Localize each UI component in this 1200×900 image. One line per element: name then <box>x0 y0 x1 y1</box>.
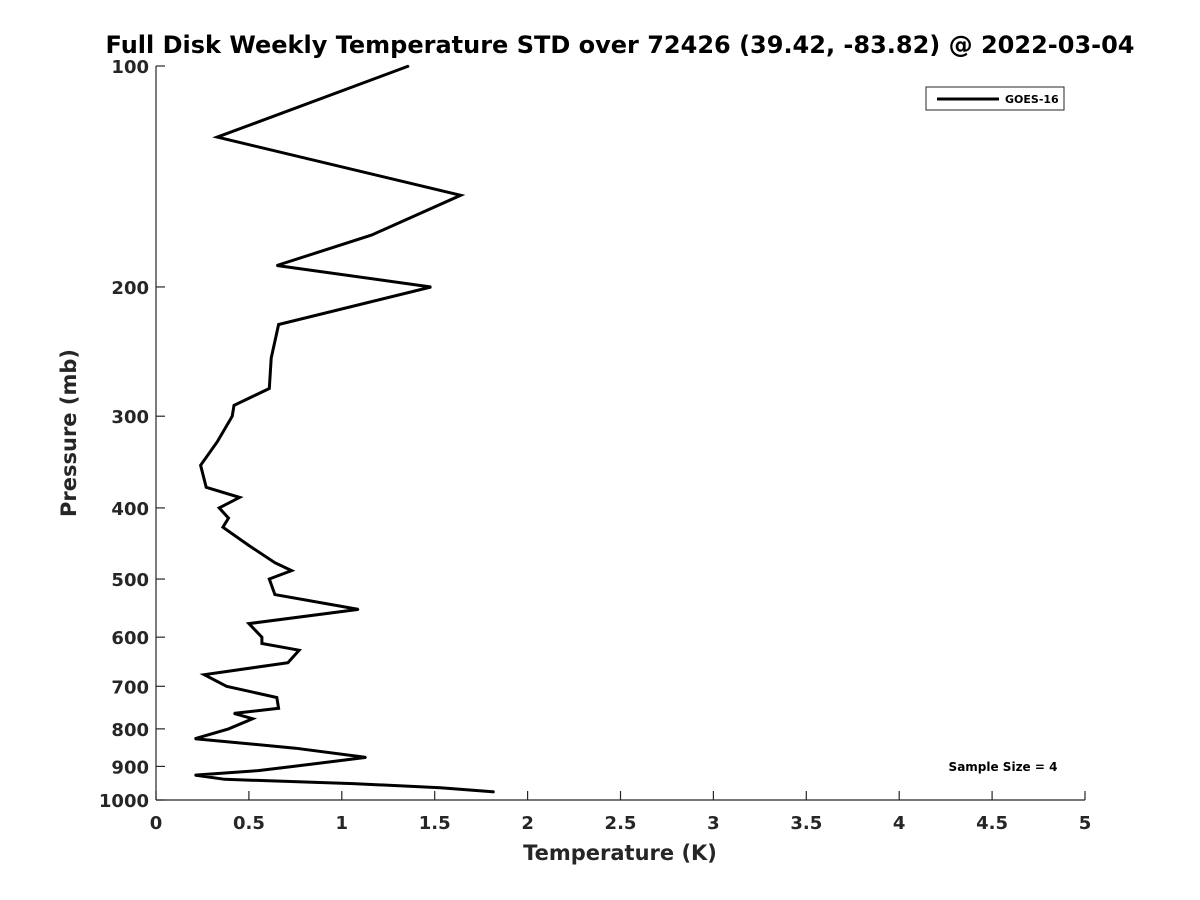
data-point <box>439 786 442 789</box>
y-tick-label: 700 <box>111 677 149 698</box>
data-point <box>459 194 462 197</box>
data-point <box>407 65 410 67</box>
data-point <box>216 136 219 138</box>
x-ticks: 0 0.5 1 1.5 2 2.5 3 3.5 4 4.5 5 <box>150 791 1092 834</box>
y-tick-label: 1000 <box>99 791 149 812</box>
data-point <box>227 728 230 730</box>
x-tick-label: 3.5 <box>790 813 822 834</box>
data-point <box>277 323 280 326</box>
data-point <box>276 696 278 699</box>
x-tick-label: 0 <box>150 813 163 834</box>
x-tick-label: 4 <box>893 813 906 834</box>
data-point <box>205 486 207 489</box>
data-point <box>292 765 295 768</box>
x-tick-label: 3 <box>707 813 720 834</box>
y-tick-label: 600 <box>111 628 149 649</box>
x-tick-label: 1.5 <box>419 813 451 834</box>
y-tick-label: 400 <box>111 499 149 520</box>
data-point <box>261 636 263 638</box>
y-tick-label: 200 <box>111 278 149 299</box>
y-tick-label: 300 <box>111 407 149 428</box>
data-point <box>199 464 202 467</box>
data-point <box>268 387 271 390</box>
data-point <box>238 496 241 499</box>
data-point <box>216 440 219 443</box>
y-tick-label: 800 <box>111 720 149 741</box>
data-point <box>370 234 373 236</box>
data-point <box>365 756 367 759</box>
data-point <box>352 782 354 785</box>
data-point <box>357 608 360 611</box>
series-points <box>194 65 496 793</box>
x-tick-label: 2.5 <box>605 813 637 834</box>
data-point <box>248 544 250 547</box>
y-ticks: 100 200 300 400 500 600 700 800 900 1000 <box>99 57 165 812</box>
data-point <box>225 685 228 688</box>
data-point <box>257 769 260 772</box>
sample-size-annotation: Sample Size = 4 <box>949 760 1058 774</box>
data-point <box>270 357 273 359</box>
data-point <box>227 517 230 519</box>
data-point <box>233 712 235 715</box>
data-point <box>194 774 196 776</box>
data-point <box>231 415 233 418</box>
data-point <box>294 747 297 749</box>
legend: GOES-16 <box>925 86 1065 111</box>
plot-area <box>155 66 1085 801</box>
data-point <box>251 717 254 720</box>
data-point <box>274 561 276 564</box>
data-point <box>248 622 250 625</box>
y-tick-label: 500 <box>111 570 149 591</box>
x-tick-label: 1 <box>336 813 349 834</box>
y-axis-label: Pressure (mb) <box>57 349 81 517</box>
data-point <box>290 569 293 572</box>
data-point <box>268 578 271 580</box>
y-tick-label: 900 <box>111 757 149 778</box>
data-point <box>274 593 276 596</box>
data-point <box>222 526 224 528</box>
data-point <box>218 507 220 509</box>
data-point <box>277 707 280 710</box>
x-tick-label: 2 <box>521 813 534 834</box>
data-point <box>203 673 206 676</box>
data-point <box>233 404 235 407</box>
data-point <box>298 649 300 651</box>
legend-label-goes16: GOES-16 <box>1005 93 1059 106</box>
x-axis-label: Temperature (K) <box>523 841 717 865</box>
x-tick-label: 4.5 <box>976 813 1008 834</box>
data-point <box>276 264 278 267</box>
data-point <box>261 642 263 645</box>
x-tick-label: 0.5 <box>233 813 265 834</box>
data-point <box>430 286 432 288</box>
y-tick-label: 100 <box>111 57 149 78</box>
data-point <box>194 737 196 740</box>
data-point <box>287 661 289 664</box>
data-point <box>493 791 496 793</box>
data-point <box>223 778 226 781</box>
series-line-goes16 <box>194 64 495 794</box>
chart-title: Full Disk Weekly Temperature STD over 72… <box>106 31 1135 59</box>
x-tick-label: 5 <box>1079 813 1092 834</box>
